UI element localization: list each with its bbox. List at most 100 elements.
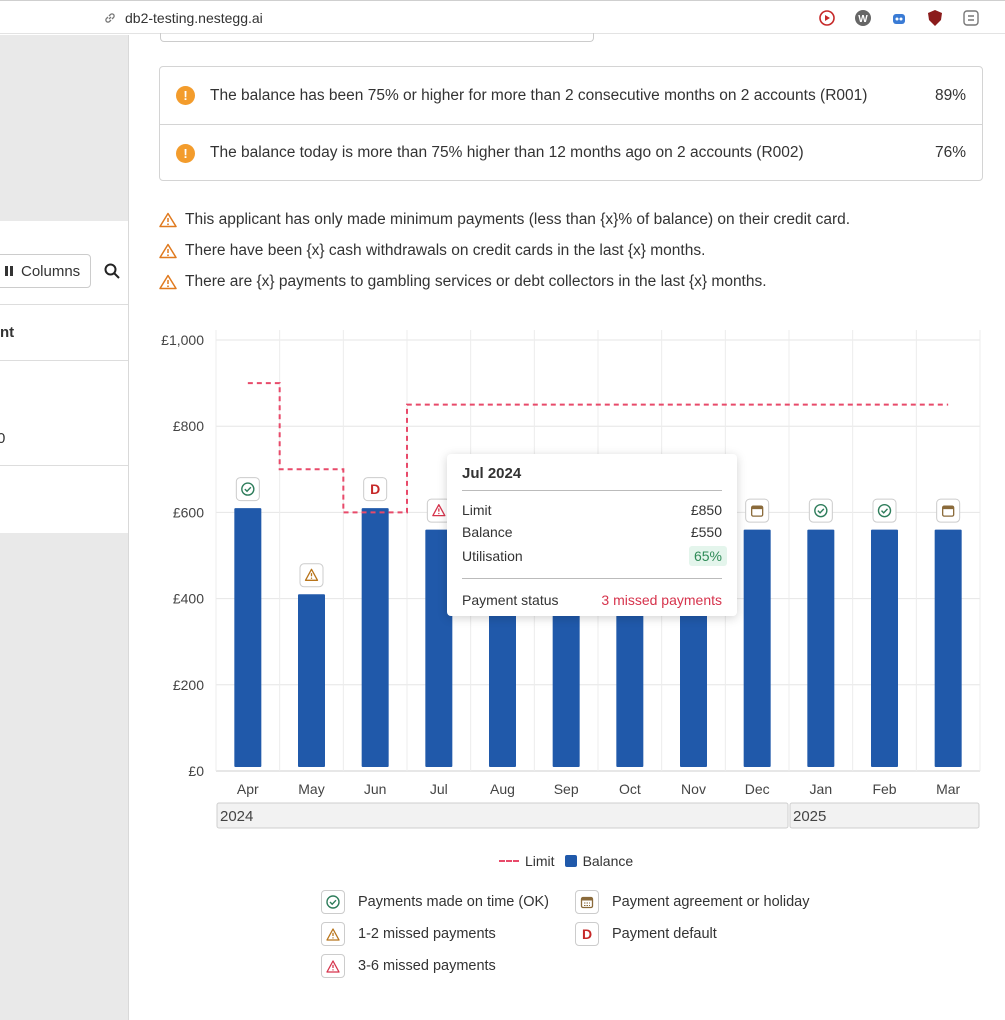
- warning-item: This applicant has only made minimum pay…: [159, 204, 850, 235]
- balance-bar: [871, 529, 898, 767]
- extension-shield-icon[interactable]: [926, 9, 944, 27]
- status-icon-frame: [872, 498, 897, 523]
- key-missed-1-2-label: 1-2 missed payments: [358, 926, 496, 942]
- y-tick-label: £200: [173, 677, 204, 693]
- alert-triangle-icon: [321, 954, 345, 978]
- ok-status-icon: [808, 498, 833, 523]
- default-d-icon: D: [370, 481, 380, 497]
- divider: [462, 578, 722, 579]
- x-tick-label: Jul: [430, 781, 448, 797]
- url-text: db2-testing.nestegg.ai: [125, 10, 263, 26]
- tooltip-balance-value: £550: [690, 524, 722, 540]
- divider: [462, 490, 722, 491]
- utilisation-badge: 65%: [688, 546, 727, 566]
- balance-bar: [234, 508, 262, 767]
- missed-1-2-status-icon: [299, 563, 324, 588]
- warning-triangle-icon: [432, 503, 446, 517]
- x-tick-label: Nov: [681, 781, 706, 797]
- year-label: 2024: [220, 808, 253, 825]
- tooltip-limit-row: Limit £850: [462, 502, 722, 518]
- key-agreement: Payment agreement or holiday: [575, 890, 809, 914]
- agreement-status-icon: [745, 498, 770, 523]
- calendar-icon: [575, 890, 599, 914]
- warning-item: There have been {x} cash withdrawals on …: [159, 235, 850, 266]
- balance-legend-label: Balance: [582, 853, 634, 869]
- warning-triangle-icon: [321, 922, 345, 946]
- limit-legend-label: Limit: [525, 853, 555, 869]
- rule-percent: 89%: [934, 86, 966, 104]
- y-tick-label: £600: [173, 504, 204, 520]
- tooltip-balance-label: Balance: [462, 524, 513, 540]
- status-icon-frame: [235, 477, 260, 502]
- limit-legend-swatch: [499, 860, 519, 862]
- x-tick-label: Dec: [745, 781, 770, 797]
- x-tick-label: Feb: [872, 781, 896, 797]
- exclamation-icon: !: [176, 86, 195, 105]
- columns-button[interactable]: Columns: [0, 254, 91, 288]
- warning-triangle-icon: [159, 243, 177, 258]
- limit-line: [247, 382, 949, 514]
- divider: [0, 465, 128, 466]
- x-tick-label: Mar: [936, 781, 960, 797]
- rule-text: The balance has been 75% or higher for m…: [210, 86, 868, 104]
- status-icon-frame: [363, 477, 388, 502]
- x-tick-label: Aug: [490, 781, 515, 797]
- key-default: D Payment default: [575, 922, 717, 946]
- tooltip-status-value: 3 missed payments: [601, 592, 722, 608]
- tooltip-utilisation-label: Utilisation: [462, 548, 523, 564]
- calendar-header: [751, 506, 763, 510]
- warning-text: There have been {x} cash withdrawals on …: [185, 241, 706, 259]
- check-mark: [881, 508, 889, 514]
- warning-item: There are {x} payments to gambling servi…: [159, 266, 850, 297]
- rule-row: ! The balance has been 75% or higher for…: [160, 67, 982, 124]
- year-label: 2025: [793, 808, 826, 825]
- warnings-list: This applicant has only made minimum pay…: [159, 204, 850, 297]
- default-d-icon: D: [575, 922, 599, 946]
- tooltip-limit-value: £850: [690, 502, 722, 518]
- column-header-fragment: nt: [0, 324, 15, 341]
- default-status-icon: D: [363, 477, 388, 502]
- chart-legend: Limit Balance: [499, 853, 633, 869]
- calendar-header: [942, 506, 954, 510]
- agreement-status-icon: [936, 498, 961, 523]
- tooltip-balance-row: Balance £550: [462, 524, 722, 540]
- warning-text: This applicant has only made minimum pay…: [185, 210, 851, 228]
- warning-triangle-icon: [159, 212, 177, 227]
- rule-text: The balance today is more than 75% highe…: [210, 144, 804, 161]
- x-tick-label: Oct: [619, 781, 641, 797]
- exclamation-icon: !: [176, 143, 195, 163]
- extension-record-icon[interactable]: [818, 9, 836, 27]
- tooltip-title: Jul 2024: [462, 465, 522, 482]
- year-band: [789, 802, 980, 829]
- svg-text:W: W: [858, 14, 868, 25]
- extension-w-icon[interactable]: W: [854, 9, 872, 27]
- ok-status-icon: [872, 498, 897, 523]
- status-icon-frame: [936, 498, 961, 523]
- warning-triangle-icon: [304, 568, 319, 581]
- key-ok: Payments made on time (OK): [321, 890, 549, 914]
- x-tick-label: Jan: [810, 781, 833, 797]
- extension-puzzle-icon[interactable]: [962, 9, 980, 27]
- chart-tooltip: Jul 2024 Limit £850 Balance £550 Utilisa…: [447, 454, 737, 616]
- y-tick-label: £800: [173, 418, 204, 434]
- ok-status-icon: [235, 477, 260, 502]
- key-missed-1-2: 1-2 missed payments: [321, 922, 496, 946]
- balance-bar: [807, 529, 835, 767]
- y-tick-label: £0: [188, 763, 204, 779]
- year-band: [216, 802, 789, 829]
- rules-list: ! The balance has been 75% or higher for…: [159, 66, 983, 181]
- balance-bar: [743, 529, 771, 767]
- columns-label: Columns: [21, 262, 81, 280]
- input-box-bottom: [160, 33, 594, 42]
- check-mark: [244, 486, 252, 493]
- x-tick-label: Jun: [364, 781, 387, 797]
- warning-text: There are {x} payments to gambling servi…: [185, 272, 767, 290]
- tooltip-status-row: Payment status 3 missed payments: [462, 592, 722, 608]
- status-icon-frame: [808, 498, 833, 523]
- key-default-label: Payment default: [612, 926, 717, 942]
- url-field[interactable]: db2-testing.nestegg.ai: [103, 10, 263, 26]
- extension-robot-icon[interactable]: [890, 9, 908, 27]
- divider: [0, 360, 128, 361]
- search-icon[interactable]: [103, 262, 121, 280]
- divider: [0, 304, 128, 305]
